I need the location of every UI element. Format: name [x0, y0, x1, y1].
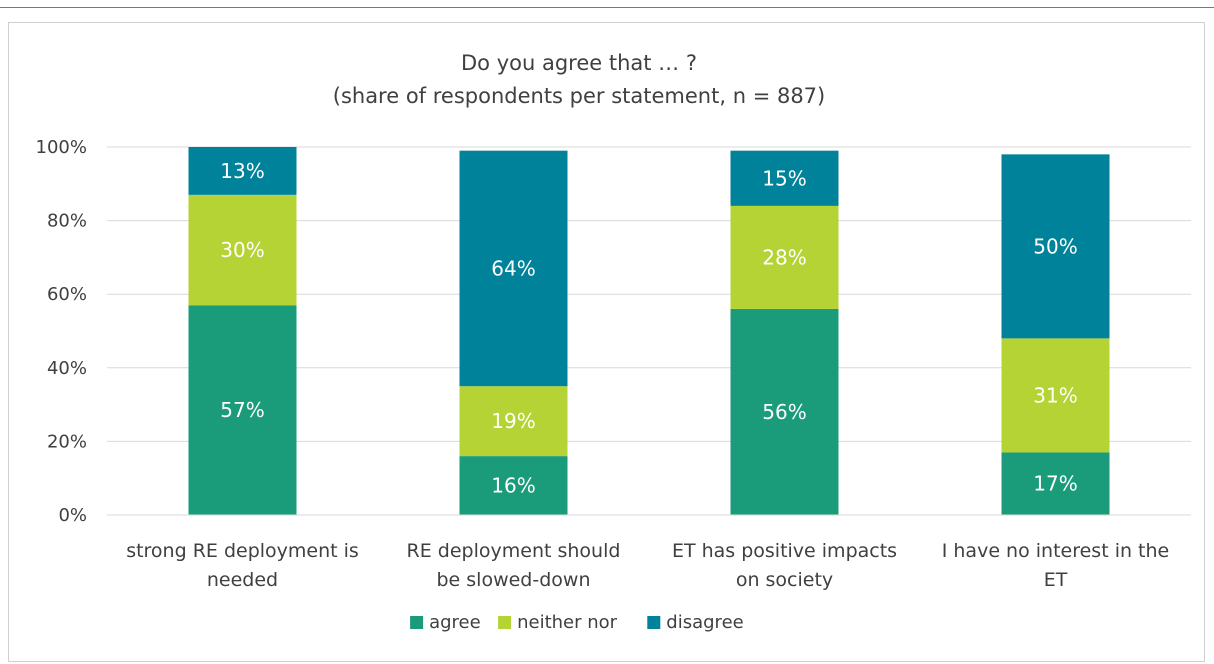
data-label-agree-1: 57%	[220, 398, 264, 422]
bar-agree-4	[1001, 452, 1110, 515]
y-tick-label-80: 80%	[47, 211, 87, 232]
bar-disagree-2	[459, 150, 568, 387]
y-tick-label-60: 60%	[47, 284, 87, 305]
category-label-3-line-1: ET has positive impacts	[672, 540, 897, 562]
data-label-neither-nor-3: 28%	[762, 245, 806, 269]
legend-swatch-agree	[410, 616, 424, 629]
y-tick-label-100: 100%	[36, 137, 87, 158]
data-label-agree-4: 17%	[1033, 472, 1077, 496]
legend-label-agree: agree	[429, 612, 481, 633]
chart-frame: Do you agree that … ? (share of responden…	[8, 22, 1205, 662]
category-label-4-line-2: ET	[1044, 569, 1068, 591]
legend-label-neither-nor: neither nor	[517, 612, 618, 633]
y-tick-label-0: 0%	[58, 505, 87, 526]
data-label-neither-nor-1: 30%	[220, 238, 264, 262]
category-label-2-line-2: be slowed-down	[436, 569, 590, 591]
bar-neither-nor-4	[1001, 338, 1110, 453]
y-tick-label-40: 40%	[47, 358, 87, 379]
bar-neither-nor-2	[459, 386, 568, 457]
bar-disagree-4	[1001, 154, 1110, 339]
legend-swatch-disagree	[647, 616, 661, 629]
bar-neither-nor-1	[188, 194, 297, 306]
bar-agree-3	[730, 308, 839, 515]
category-label-2-line-1: RE deployment should	[407, 540, 621, 562]
data-label-disagree-1: 13%	[220, 159, 264, 183]
stacked-bar-chart: Do you agree that … ? (share of responden…	[36, 51, 1191, 633]
legend-swatch-neither-nor	[498, 616, 512, 629]
data-label-disagree-2: 64%	[491, 256, 535, 280]
data-label-neither-nor-4: 31%	[1033, 383, 1077, 407]
bar-disagree-1	[188, 147, 297, 195]
top-divider	[0, 7, 1214, 8]
bar-disagree-3	[730, 150, 839, 206]
category-label-1-line-1: strong RE deployment is	[126, 540, 359, 562]
chart-title-line-1: Do you agree that … ?	[461, 51, 697, 75]
data-label-disagree-3: 15%	[762, 166, 806, 190]
y-tick-label-20: 20%	[47, 431, 87, 452]
data-label-neither-nor-2: 19%	[491, 409, 535, 433]
data-label-disagree-4: 50%	[1033, 234, 1077, 258]
category-label-4-line-1: I have no interest in the	[942, 540, 1169, 562]
category-label-1-line-2: needed	[207, 569, 278, 591]
bar-agree-1	[188, 305, 297, 515]
bar-neither-nor-3	[730, 205, 839, 309]
data-label-agree-3: 56%	[762, 400, 806, 424]
bar-agree-2	[459, 456, 568, 515]
category-label-3-line-2: on society	[736, 569, 833, 591]
chart-title-line-2: (share of respondents per statement, n =…	[333, 84, 826, 108]
legend-label-disagree: disagree	[666, 612, 743, 633]
data-label-agree-2: 16%	[491, 474, 535, 498]
